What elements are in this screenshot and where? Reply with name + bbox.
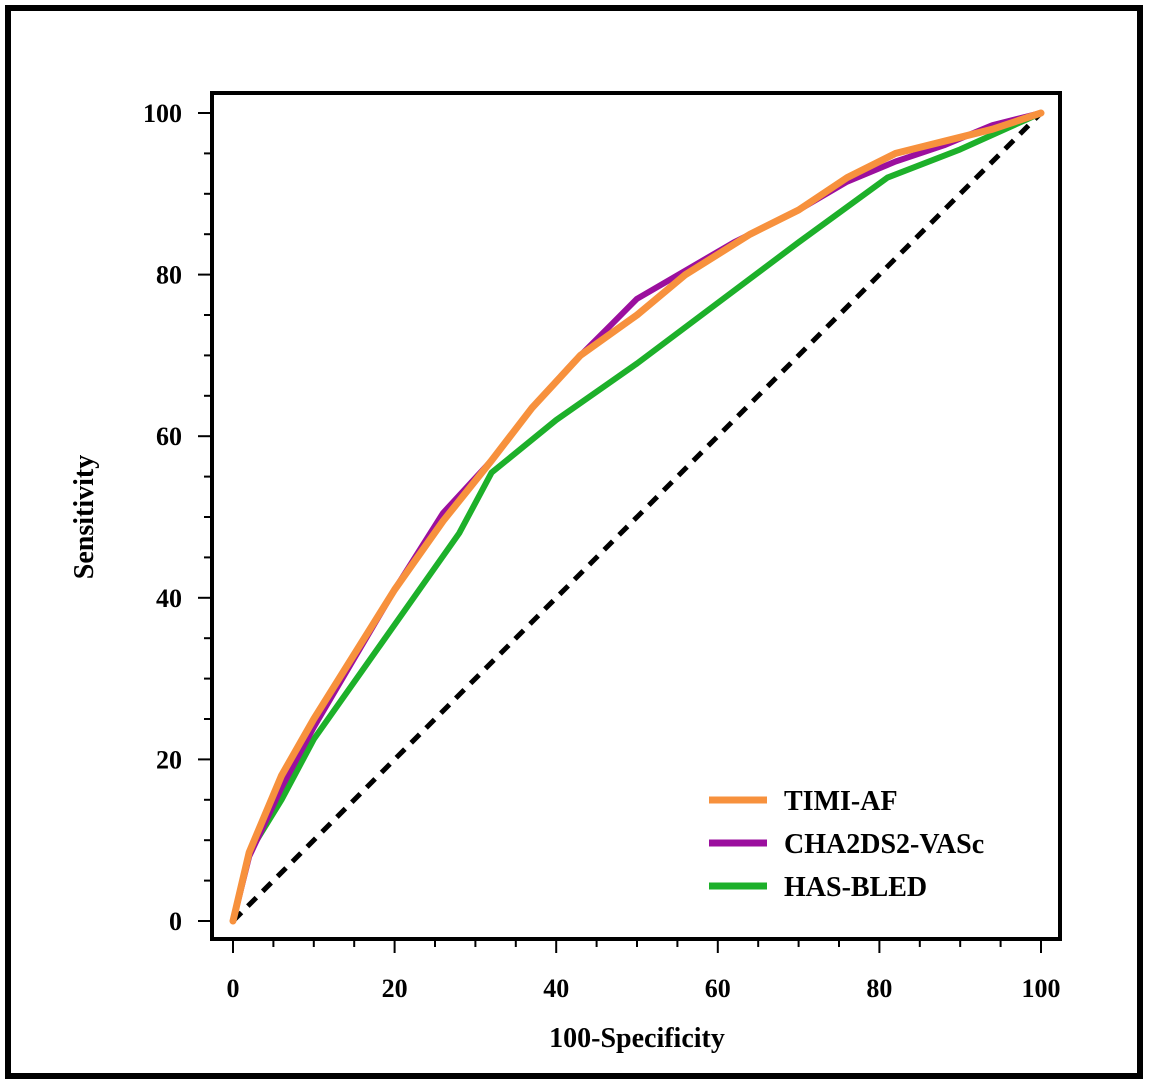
x-tick-label: 0: [227, 974, 240, 1003]
x-tick-label: 40: [543, 974, 569, 1003]
axis-layer: 0 20 40 60 80 100 0 20 40 60 80 100: [143, 99, 1061, 1003]
y-tick-label: 80: [156, 261, 182, 290]
x-tick-label: 60: [705, 974, 731, 1003]
y-tick-label: 0: [169, 907, 182, 936]
y-tick-label: 100: [143, 99, 182, 128]
x-tick-label: 20: [382, 974, 408, 1003]
chart-frame: [5, 5, 1143, 1079]
legend: TIMI-AF CHA2DS2-VASc HAS-BLED: [709, 786, 984, 903]
series-line-timi-af: [229, 109, 1045, 925]
y-axis-title: Sensitivity: [69, 455, 100, 579]
x-tick-label: 80: [866, 974, 892, 1003]
legend-label-cha2ds2-vasc: CHA2DS2-VASc: [784, 829, 984, 860]
y-tick-label: 20: [156, 745, 182, 774]
y-tick-label: 40: [156, 584, 182, 613]
reference-diagonal-line: [231, 111, 1043, 923]
y-tick-label: 60: [156, 422, 182, 451]
x-tick-label: 100: [1022, 974, 1061, 1003]
legend-label-has-bled: HAS-BLED: [784, 872, 927, 903]
x-axis-title: 100-Specificity: [549, 1023, 725, 1054]
series-line-has-bled: [230, 110, 1044, 924]
mark-layer: [229, 109, 1045, 925]
legend-label-timi-af: TIMI-AF: [784, 786, 898, 817]
